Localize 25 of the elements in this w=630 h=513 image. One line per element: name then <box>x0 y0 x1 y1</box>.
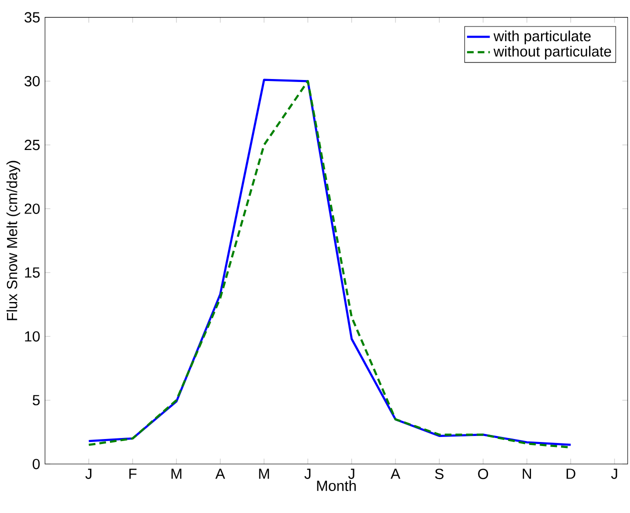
x-tick-label: J <box>304 468 310 479</box>
legend-label: without particulate <box>494 46 612 60</box>
y-tick-label: 20 <box>24 204 40 214</box>
x-axis-title: Month <box>317 480 356 492</box>
x-tick-label: M <box>172 468 182 479</box>
x-tick-label: M <box>259 468 269 479</box>
x-tick-label: D <box>566 468 576 479</box>
x-tick-label: N <box>522 468 532 479</box>
y-axis-title: Flux Snow Melt (cm/day) <box>6 160 20 320</box>
y-tick-label: 5 <box>32 395 40 406</box>
y-tick-label: 30 <box>24 76 40 86</box>
legend-label: with particulate <box>494 30 591 44</box>
x-tick-label: O <box>478 468 488 480</box>
x-tick-label: J <box>611 468 618 479</box>
x-tick-label: A <box>215 468 226 479</box>
x-tick-label: A <box>390 468 400 479</box>
y-tick-label: 0 <box>32 458 40 470</box>
y-tick-label: 10 <box>25 331 40 342</box>
x-tick-label: F <box>129 468 137 479</box>
x-tick-label: S <box>435 468 444 480</box>
y-tick-label: 35 <box>24 12 40 23</box>
x-tick-label: J <box>85 468 92 479</box>
x-tick-label: J <box>348 468 354 479</box>
y-tick-label: 25 <box>24 140 40 150</box>
y-tick-label: 15 <box>25 267 40 278</box>
